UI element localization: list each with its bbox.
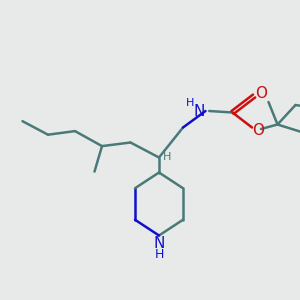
Text: O: O — [253, 123, 265, 138]
Text: N: N — [193, 103, 205, 118]
Text: N: N — [153, 236, 165, 251]
Text: H: H — [186, 98, 194, 108]
Text: O: O — [255, 86, 267, 101]
Text: H: H — [154, 248, 164, 261]
Text: H: H — [163, 152, 172, 163]
